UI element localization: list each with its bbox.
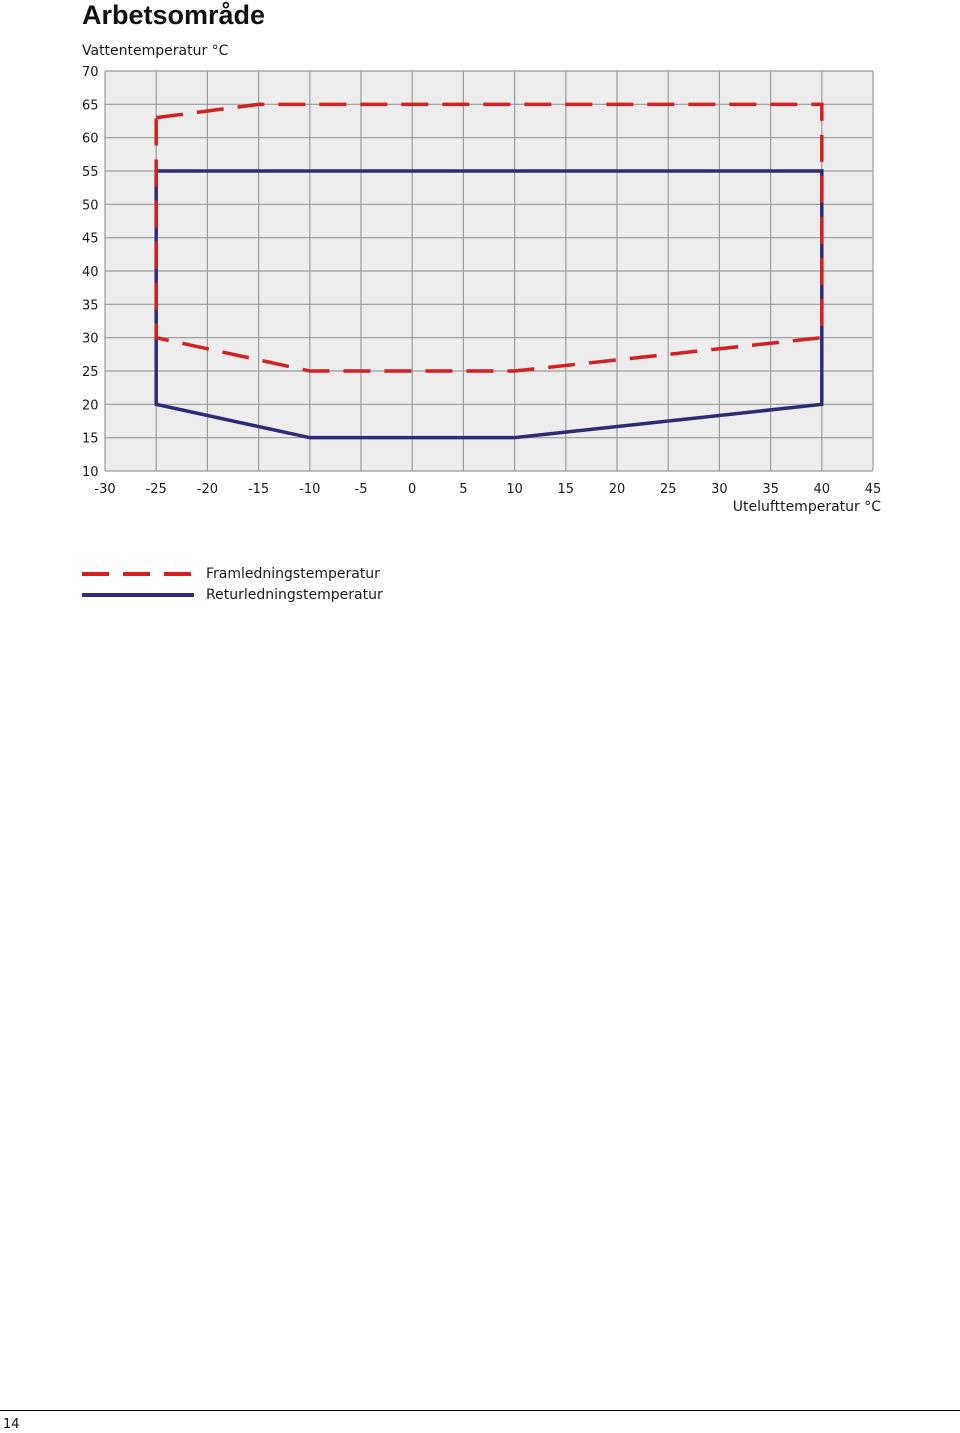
x-tick-label: 25 [660,482,677,497]
y-tick-labels: 10 15 20 25 30 35 40 45 50 55 60 65 70 [82,65,99,480]
y-tick-label: 60 [82,132,99,147]
y-tick-label: 15 [82,432,99,447]
legend-swatch-return [82,592,194,597]
x-tick-label: 15 [558,482,575,497]
y-tick-label: 20 [82,398,99,413]
x-tick-label: 0 [408,482,416,497]
y-tick-label: 10 [82,465,99,480]
x-axis-label: Utelufttemperatur °C [733,499,881,515]
x-tick-label: -15 [248,482,269,497]
footer-rule [0,1410,960,1411]
legend-item-flow: Framledningstemperatur [82,563,383,584]
y-tick-label: 30 [82,332,99,347]
legend-label-flow: Framledningstemperatur [206,565,380,582]
page-number: 14 [3,1417,20,1432]
y-tick-label: 45 [82,232,99,247]
y-tick-label: 50 [82,198,99,213]
y-tick-label: 55 [82,165,99,180]
series-line-return [154,169,824,440]
y-axis-label: Vattentemperatur °C [82,43,229,59]
page-title: Arbetsområde [82,0,266,30]
y-tick-label: 65 [82,98,99,113]
legend-item-return: Returledningstemperatur [82,584,383,605]
y-tick-label: 40 [82,265,99,280]
x-tick-label: -5 [355,482,368,497]
x-tick-label: -25 [146,482,167,497]
x-tick-label: -10 [299,482,320,497]
x-tick-label: 20 [609,482,626,497]
legend-label-return: Returledningstemperatur [206,586,383,603]
x-tick-label: -30 [94,482,115,497]
x-tick-label: -20 [197,482,218,497]
grid-lines [104,70,874,472]
x-tick-label: 5 [459,482,467,497]
x-tick-label: 45 [865,482,882,497]
x-tick-label: 10 [506,482,523,497]
x-tick-label: 30 [711,482,728,497]
legend: Framledningstemperatur Returledningstemp… [82,563,383,605]
x-tick-label: 35 [762,482,779,497]
x-tick-labels: -30 -25 -20 -15 -10 -5 0 5 10 15 20 25 30 35 40 45 [94,482,881,497]
y-tick-label: 70 [82,65,99,80]
series-layer [154,102,824,440]
legend-swatch-flow [82,571,194,576]
x-tick-label: 40 [814,482,831,497]
y-tick-label: 35 [82,298,99,313]
y-tick-label: 25 [82,365,99,380]
